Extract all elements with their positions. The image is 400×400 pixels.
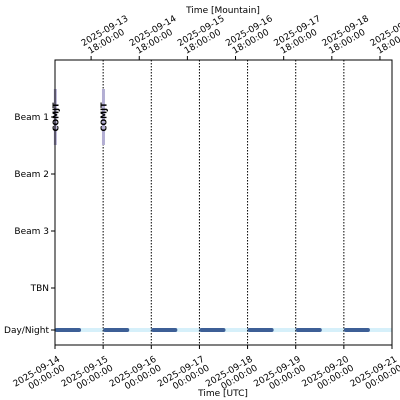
day-boundary-layer bbox=[102, 60, 345, 345]
y-tick-labels: Beam 1 Beam 2 Beam 3 TBN Day/Night bbox=[4, 113, 49, 336]
y-tick-label: Beam 1 bbox=[14, 113, 49, 123]
observation-label: COMJT bbox=[99, 102, 108, 132]
observation-bar bbox=[101, 89, 105, 145]
x-axis-title-top: Time [Mountain] bbox=[185, 6, 260, 16]
bar-layer: COMJT COMJT bbox=[51, 89, 370, 332]
observation-label: COMJT bbox=[51, 102, 60, 132]
plot-frame bbox=[54, 59, 393, 346]
tick-layer bbox=[51, 56, 393, 349]
y-tick-label: Day/Night bbox=[4, 326, 49, 336]
y-tick-label: TBN bbox=[30, 284, 49, 294]
x-axis-title-bottom: Time [UTC] bbox=[197, 389, 248, 399]
y-tick-label: Beam 3 bbox=[14, 227, 49, 237]
y-tick-label: Beam 2 bbox=[14, 170, 49, 180]
